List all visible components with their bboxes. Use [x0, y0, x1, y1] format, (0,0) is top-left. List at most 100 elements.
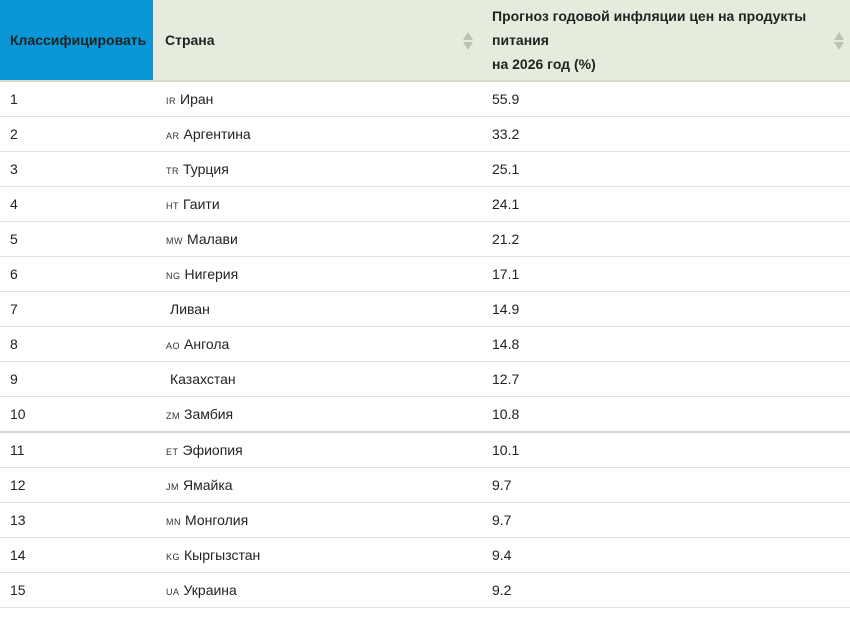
- value-header-line: Прогноз годовой инфляции цен на продукты: [492, 8, 807, 24]
- country-name: Ангола: [184, 336, 230, 352]
- country-code: HT: [166, 201, 179, 211]
- country-code: AR: [166, 131, 180, 141]
- rank-cell: 1: [0, 81, 153, 117]
- country-name: Казахстан: [170, 371, 236, 387]
- country-name: Иран: [180, 91, 214, 107]
- country-name: Турция: [183, 161, 229, 177]
- rank-cell: 14: [0, 537, 153, 573]
- country-cell: Казахстан: [153, 361, 479, 397]
- country-cell: NG Нигерия: [153, 256, 479, 292]
- country-code: MW: [166, 236, 183, 246]
- country-name: Малави: [187, 231, 238, 247]
- country-header-label: Страна: [165, 32, 215, 48]
- table-row: 11 ET Эфиопия 10.1: [0, 432, 850, 468]
- country-name: Гаити: [183, 196, 220, 212]
- table-row: 7 Ливан 14.9: [0, 291, 850, 327]
- value-cell: 9.4: [479, 537, 850, 573]
- country-cell: KG Кыргызстан: [153, 537, 479, 573]
- value-header-line: питания: [492, 32, 549, 48]
- table-row: 2 AR Аргентина 33.2: [0, 116, 850, 152]
- value-cell: 10.1: [479, 432, 850, 468]
- value-cell: 55.9: [479, 81, 850, 117]
- rank-cell: 2: [0, 116, 153, 152]
- table-row: 6 NG Нигерия 17.1: [0, 256, 850, 292]
- table-row: 9 Казахстан 12.7: [0, 361, 850, 397]
- country-name: Ливан: [170, 301, 210, 317]
- country-code: ZM: [166, 411, 180, 421]
- country-cell: AR Аргентина: [153, 116, 479, 152]
- value-cell: 17.1: [479, 256, 850, 292]
- column-header-rank[interactable]: Классифицировать: [0, 0, 165, 82]
- table-row: 1 IR Иран 55.9: [0, 81, 850, 117]
- country-cell: ET Эфиопия: [153, 432, 479, 468]
- value-cell: 10.8: [479, 396, 850, 433]
- country-code: IR: [166, 96, 176, 106]
- value-cell: 12.7: [479, 361, 850, 397]
- country-name: Ямайка: [183, 477, 233, 493]
- value-cell: 9.7: [479, 502, 850, 538]
- country-code: ET: [166, 447, 179, 457]
- country-cell: HT Гаити: [153, 186, 479, 222]
- rank-cell: 5: [0, 221, 153, 257]
- rank-cell: 7: [0, 291, 153, 327]
- rank-cell: 13: [0, 502, 153, 538]
- table-row: 4 HT Гаити 24.1: [0, 186, 850, 222]
- rank-cell: 15: [0, 572, 153, 608]
- table-row: 3 TR Турция 25.1: [0, 151, 850, 187]
- country-cell: JM Ямайка: [153, 467, 479, 503]
- country-code: TR: [166, 166, 179, 176]
- rank-cell: 10: [0, 396, 153, 433]
- value-cell: 9.2: [479, 572, 850, 608]
- country-cell: UA Украина: [153, 572, 479, 608]
- country-cell: TR Турция: [153, 151, 479, 187]
- column-header-country[interactable]: Страна: [153, 0, 479, 82]
- sort-icon[interactable]: [463, 32, 473, 52]
- rank-cell: 11: [0, 432, 153, 468]
- value-cell: 21.2: [479, 221, 850, 257]
- column-header-value[interactable]: Прогноз годовой инфляции цен на продукты…: [479, 0, 850, 82]
- country-code: JM: [166, 482, 179, 492]
- table-row: 8 AO Ангола 14.8: [0, 326, 850, 362]
- country-code: NG: [166, 271, 181, 281]
- country-cell: MN Монголия: [153, 502, 479, 538]
- header-row: Классифицировать Страна Прогноз годовой …: [0, 0, 850, 82]
- value-cell: 24.1: [479, 186, 850, 222]
- table-row: 12 JM Ямайка 9.7: [0, 467, 850, 503]
- rank-cell: 3: [0, 151, 153, 187]
- table-row: 5 MW Малави 21.2: [0, 221, 850, 257]
- table-row: 13 MN Монголия 9.7: [0, 502, 850, 538]
- country-cell: ZM Замбия: [153, 396, 479, 433]
- value-cell: 9.7: [479, 467, 850, 503]
- table-row: 10 ZM Замбия 10.8: [0, 396, 850, 433]
- sort-icon[interactable]: [834, 32, 844, 52]
- country-name: Замбия: [184, 406, 234, 422]
- country-cell: Ливан: [153, 291, 479, 327]
- country-name: Монголия: [185, 512, 249, 528]
- country-cell: MW Малави: [153, 221, 479, 257]
- rank-cell: 9: [0, 361, 153, 397]
- country-name: Аргентина: [183, 126, 251, 142]
- value-cell: 14.8: [479, 326, 850, 362]
- country-code: MN: [166, 517, 181, 527]
- country-cell: AO Ангола: [153, 326, 479, 362]
- rank-cell: 8: [0, 326, 153, 362]
- value-cell: 25.1: [479, 151, 850, 187]
- value-header-line: на 2026 год (%): [492, 56, 596, 72]
- country-name: Эфиопия: [182, 442, 243, 458]
- value-cell: 33.2: [479, 116, 850, 152]
- value-cell: 14.9: [479, 291, 850, 327]
- rank-header-label: Классифицировать: [10, 32, 147, 48]
- country-code: UA: [166, 587, 180, 597]
- table-row: 14 KG Кыргызстан 9.4: [0, 537, 850, 573]
- country-name: Кыргызстан: [184, 547, 261, 563]
- rank-cell: 6: [0, 256, 153, 292]
- country-code: AO: [166, 341, 181, 351]
- country-name: Нигерия: [184, 266, 239, 282]
- country-cell: IR Иран: [153, 81, 479, 117]
- table-row: 15 UA Украина 9.2: [0, 572, 850, 608]
- rank-cell: 4: [0, 186, 153, 222]
- rank-cell: 12: [0, 467, 153, 503]
- country-name: Украина: [183, 582, 237, 598]
- country-code: KG: [166, 552, 181, 562]
